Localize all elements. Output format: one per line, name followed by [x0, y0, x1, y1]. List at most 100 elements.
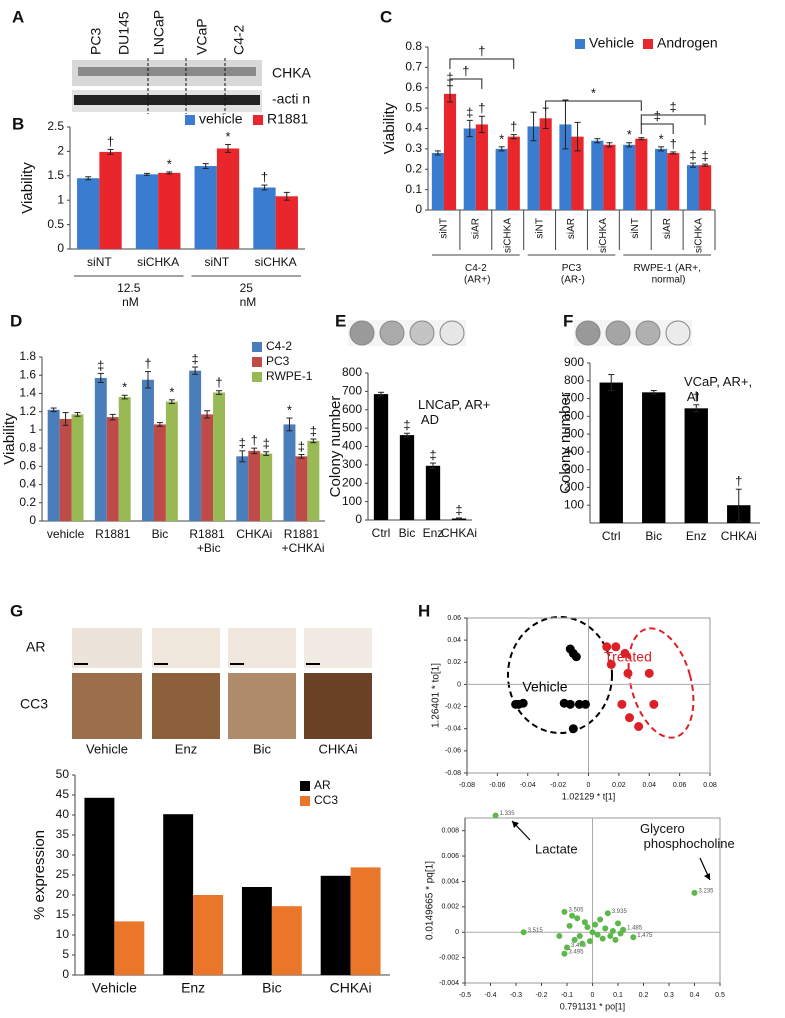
- legend-label: AR: [314, 778, 331, 792]
- significance-mark: ‡: [239, 435, 246, 450]
- bar: [599, 382, 623, 523]
- bar: [71, 414, 84, 521]
- panel-letter: B: [12, 114, 24, 133]
- bar: [559, 124, 572, 210]
- bar: [350, 867, 381, 975]
- error-bar: [378, 391, 384, 397]
- error-bar: [693, 404, 700, 413]
- point: [602, 642, 612, 652]
- y-tick-label: 0.5: [47, 217, 64, 231]
- significance-mark: ‡: [689, 148, 696, 163]
- bar: [642, 392, 666, 523]
- y-tick-label: 0.1: [405, 182, 422, 196]
- point: [520, 929, 527, 936]
- bar: [655, 148, 668, 210]
- bar: [295, 456, 308, 521]
- panel-letter: E: [335, 311, 346, 330]
- y-tick-label: 0: [62, 967, 69, 981]
- significance-mark: ‡: [446, 70, 453, 85]
- significance-mark: ‡: [298, 439, 305, 454]
- image-label: Enz: [175, 741, 197, 756]
- y-tick-label: 0.06: [447, 615, 461, 622]
- x-tick-label: -0.06: [489, 782, 505, 789]
- significance-mark: *: [167, 156, 172, 171]
- bar: [686, 165, 700, 210]
- point: [609, 927, 616, 934]
- x-tick-label: CHKAi: [441, 526, 477, 540]
- error-bar: [144, 371, 151, 389]
- bar: [307, 440, 320, 521]
- bar: [248, 450, 261, 521]
- error-bar: [626, 142, 633, 148]
- y-tick-label: 0: [29, 513, 36, 527]
- group-label: C4-2 (AR+): [461, 263, 490, 286]
- y-tick-label: 1: [57, 192, 64, 206]
- point: [574, 915, 581, 922]
- annotation: VCaP, AR+, AI: [684, 374, 752, 404]
- y-tick-label: 0.004: [441, 878, 459, 885]
- y-tick-label: 0: [457, 681, 461, 688]
- error-bar: [239, 450, 246, 463]
- group-label: PC3 (AR-): [558, 263, 585, 286]
- legend-label: RWPE-1: [266, 369, 313, 383]
- legend-swatch: [575, 39, 585, 49]
- bar: [507, 136, 520, 210]
- x-tick-label: siAR: [566, 218, 577, 239]
- bar: [527, 126, 540, 210]
- error-bar: [670, 151, 677, 155]
- significance-mark: ‡: [310, 423, 317, 438]
- error-bar: [166, 171, 173, 175]
- x-tick-label: 0.02: [612, 782, 626, 789]
- bar: [253, 187, 276, 249]
- point: [579, 940, 586, 947]
- lane-label: DU145: [116, 11, 132, 55]
- point: [564, 944, 570, 951]
- group-label: Vehicle: [522, 679, 567, 695]
- y-tick-label: 0: [57, 241, 64, 255]
- y-axis-label: Viability: [19, 162, 36, 214]
- legend-swatch: [643, 39, 653, 49]
- annotation: Lactate: [535, 841, 578, 856]
- point: [644, 668, 654, 678]
- point: [569, 912, 576, 919]
- point: [561, 950, 568, 957]
- significance-mark: *: [122, 380, 127, 395]
- bar: [153, 424, 166, 521]
- y-tick-label: 0: [415, 202, 422, 216]
- bar: [59, 418, 72, 521]
- bar: [216, 148, 240, 249]
- y-tick-label: 0.4: [19, 477, 36, 491]
- bar: [603, 144, 616, 210]
- point: [615, 920, 621, 927]
- significance-mark: †: [735, 474, 742, 489]
- bar: [163, 814, 194, 975]
- bar: [158, 172, 181, 249]
- y-tick-label: 100: [564, 497, 584, 511]
- y-tick-label: 800: [564, 373, 584, 387]
- point: [617, 699, 627, 709]
- x-tick-label: CHKAi: [330, 980, 372, 996]
- significance-mark: *: [499, 131, 504, 146]
- point: [576, 933, 583, 940]
- panel-letter: G: [10, 601, 23, 620]
- x-tick-label: Bic: [152, 527, 169, 541]
- row-label: CC3: [20, 696, 48, 712]
- error-bar: [107, 148, 114, 155]
- error-bar: [85, 176, 92, 181]
- x-tick-label: siCHKA: [694, 218, 705, 253]
- y-tick-label: 500: [342, 420, 362, 434]
- panel-letter: A: [12, 7, 24, 26]
- bar: [667, 152, 680, 210]
- error-bar: [97, 372, 104, 384]
- x-tick-label: 0: [591, 992, 595, 999]
- y-tick-label: 100: [342, 494, 362, 508]
- y-tick-label: 400: [342, 439, 362, 453]
- group-ellipse: [507, 616, 613, 734]
- image-label: Vehicle: [86, 741, 128, 756]
- lane-label: C4-2: [231, 24, 247, 55]
- point-label: 3.505: [568, 908, 584, 914]
- y-tick-label: 0.2: [19, 495, 36, 509]
- x-tick-label: 0.04: [642, 782, 656, 789]
- y-tick-label: 15: [56, 907, 70, 921]
- y-tick-label: 2.5: [47, 119, 64, 133]
